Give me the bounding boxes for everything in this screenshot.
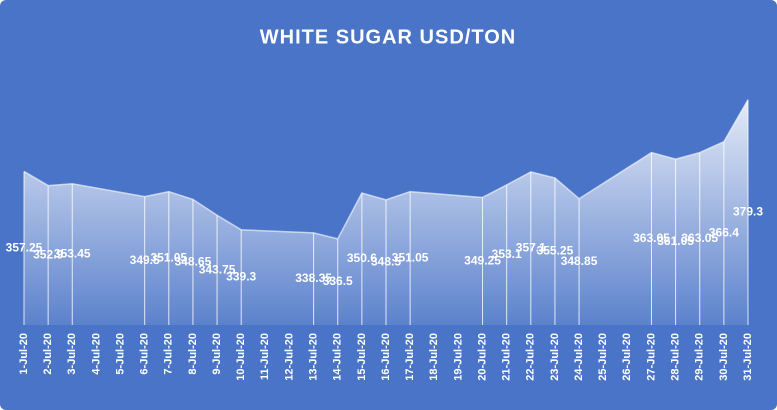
data-label: 353.1 — [492, 247, 522, 261]
x-tick-label: 6-Jul-20 — [139, 333, 151, 375]
x-tick-label: 27-Jul-20 — [645, 333, 657, 381]
x-tick-label: 24-Jul-20 — [573, 333, 585, 381]
x-tick-label: 9-Jul-20 — [211, 333, 223, 375]
data-label: 351.05 — [150, 250, 187, 264]
x-tick-label: 20-Jul-20 — [476, 333, 488, 381]
x-tick-label: 10-Jul-20 — [235, 333, 247, 381]
x-tick-label: 2-Jul-20 — [42, 333, 54, 375]
x-tick-label: 1-Jul-20 — [18, 333, 30, 375]
x-tick-label: 11-Jul-20 — [259, 333, 271, 380]
x-tick-label: 28-Jul-20 — [670, 333, 682, 381]
x-tick-label: 18-Jul-20 — [428, 333, 440, 381]
x-tick-label: 17-Jul-20 — [404, 333, 416, 381]
x-tick-label: 12-Jul-20 — [283, 333, 295, 381]
x-tick-label: 19-Jul-20 — [452, 333, 464, 381]
x-tick-label: 8-Jul-20 — [187, 333, 199, 375]
data-label: 353.45 — [54, 247, 91, 261]
data-label: 357.1 — [516, 241, 546, 255]
data-label: 363.05 — [681, 231, 718, 245]
x-tick-label: 25-Jul-20 — [597, 333, 609, 381]
x-tick-label: 14-Jul-20 — [332, 333, 344, 381]
data-label: 343.75 — [199, 262, 236, 276]
x-tick-label: 26-Jul-20 — [621, 333, 633, 381]
data-label: 351.05 — [392, 250, 429, 264]
x-tick-label: 13-Jul-20 — [308, 333, 320, 381]
x-tick-label: 22-Jul-20 — [525, 333, 537, 381]
data-label: 348.85 — [561, 254, 598, 268]
data-label: 349.5 — [130, 253, 160, 267]
data-label: 352.9 — [33, 247, 63, 261]
x-tick-label: 21-Jul-20 — [501, 333, 513, 381]
x-tick-label: 31-Jul-20 — [742, 333, 754, 381]
x-tick-label: 5-Jul-20 — [114, 333, 126, 375]
data-label: 350.6 — [347, 251, 377, 265]
data-label: 357.25 — [6, 240, 43, 254]
data-label: 339.3 — [226, 270, 256, 284]
data-label: 379.3 — [733, 205, 763, 219]
data-label: 348.5 — [371, 255, 401, 269]
data-label: 348.65 — [175, 254, 212, 268]
x-tick-label: 3-Jul-20 — [66, 333, 78, 375]
x-tick-label: 16-Jul-20 — [380, 333, 392, 381]
x-tick-label: 29-Jul-20 — [694, 333, 706, 381]
data-label: 336.5 — [323, 274, 353, 288]
data-label: 355.25 — [537, 244, 574, 258]
data-label: 361.05 — [657, 234, 694, 248]
data-label: 338.35 — [295, 271, 332, 285]
x-tick-label: 15-Jul-20 — [356, 333, 368, 381]
data-label: 349.25 — [464, 253, 501, 267]
x-tick-label: 23-Jul-20 — [549, 333, 561, 381]
x-tick-label: 7-Jul-20 — [163, 333, 175, 375]
data-label: 366.4 — [709, 226, 739, 240]
x-tick-label: 4-Jul-20 — [90, 333, 102, 375]
data-label: 363.05 — [633, 231, 670, 245]
x-tick-label: 30-Jul-20 — [718, 333, 730, 381]
chart-title: WHITE SUGAR USD/TON — [260, 26, 516, 48]
